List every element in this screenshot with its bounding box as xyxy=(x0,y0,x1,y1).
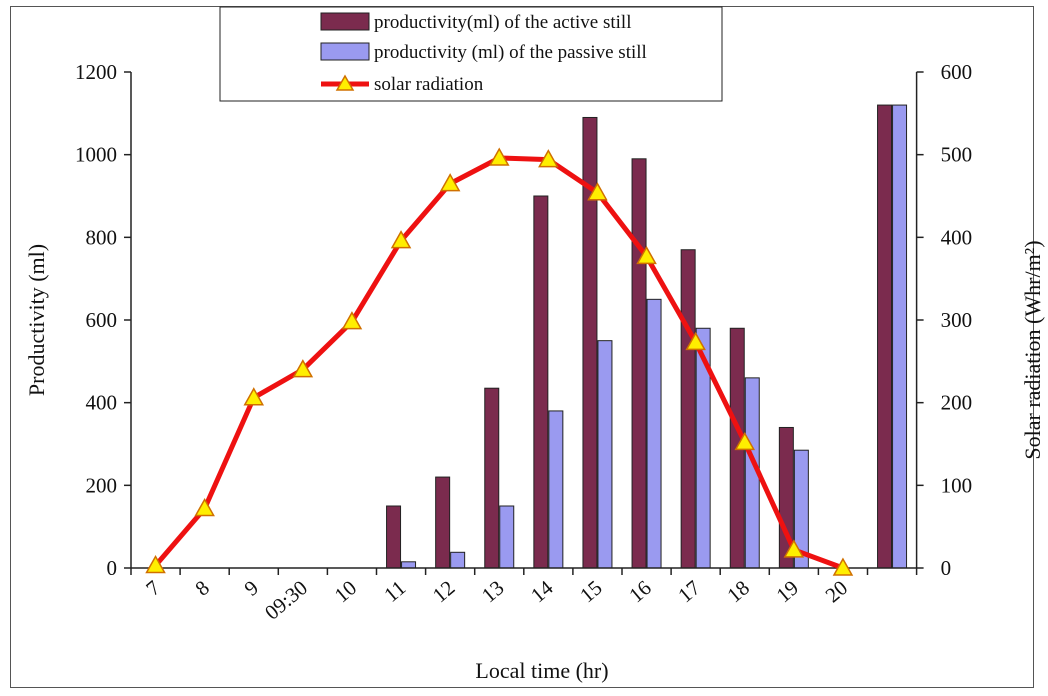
x-tick-label: 13 xyxy=(477,575,509,607)
x-tick-label: 7 xyxy=(141,575,164,600)
bar-passive-still xyxy=(450,551,466,569)
x-tick-label: 18 xyxy=(722,575,754,607)
x-tick-label: 16 xyxy=(624,575,656,607)
y2-tick-label: 400 xyxy=(941,225,973,249)
radiation-marker xyxy=(488,147,510,166)
bar-active-still xyxy=(435,476,451,569)
radiation-marker xyxy=(145,554,166,574)
radiation-marker xyxy=(587,182,608,201)
legend-label: solar radiation xyxy=(374,74,484,95)
y2-tick-label: 500 xyxy=(941,143,973,167)
y2-tick-label: 200 xyxy=(941,391,973,415)
x-tick-label: 17 xyxy=(673,575,705,607)
x-tick-label: 12 xyxy=(428,575,460,607)
x-tick-label: 11 xyxy=(379,575,410,606)
x-tick-label: 20 xyxy=(821,575,853,607)
y-tick-label: 200 xyxy=(86,473,118,497)
bar-passive-still xyxy=(892,104,908,569)
radiation-marker xyxy=(734,431,756,451)
legend-label: productivity(ml) of the active still xyxy=(374,12,632,33)
legend: productivity(ml) of the active still prod… xyxy=(320,12,647,95)
radiation-marker xyxy=(832,557,854,576)
x-tick-label: 9 xyxy=(239,575,262,600)
legend-swatch xyxy=(320,42,370,61)
radiation-marker xyxy=(243,387,265,406)
radiation-marker xyxy=(390,230,412,249)
legend-swatch xyxy=(320,12,370,31)
bar-active-still xyxy=(877,104,893,569)
y-tick-label: 1200 xyxy=(75,60,117,84)
bar-passive-still xyxy=(646,298,662,569)
y-tick-label: 800 xyxy=(86,225,118,249)
y-tick-label: 400 xyxy=(86,391,118,415)
bar-active-still xyxy=(386,505,402,569)
bar-passive-still xyxy=(548,410,564,569)
radiation-line xyxy=(145,147,854,576)
y2-tick-label: 600 xyxy=(941,60,973,84)
radiation-marker xyxy=(439,173,461,192)
radiation-marker xyxy=(538,149,559,168)
bar-passive-still xyxy=(401,561,417,569)
y2-tick-label: 0 xyxy=(941,556,952,580)
x-axis-title: Local time (hr) xyxy=(475,658,608,683)
bar-active-still xyxy=(631,158,647,569)
y2-tick-label: 300 xyxy=(941,308,973,332)
x-tick-label: 8 xyxy=(190,575,213,600)
radiation-marker xyxy=(194,497,215,517)
y-tick-label: 1000 xyxy=(75,143,117,167)
bar-active-still xyxy=(533,195,549,569)
y2-tick-label: 100 xyxy=(941,473,973,497)
legend-label: productivity (ml) of the passive still xyxy=(374,42,647,63)
axes: 0 200 400 600 800 1000 1200 0 100 200 300 400 500 600… xyxy=(75,60,972,625)
y-tick-label: 600 xyxy=(86,308,118,332)
legend-marker xyxy=(335,74,355,91)
radiation-marker xyxy=(685,331,706,351)
x-tick-label: 19 xyxy=(772,575,804,607)
bar-passive-still xyxy=(499,505,515,569)
radiation-marker xyxy=(783,539,805,558)
x-tick-label: 09:30 xyxy=(260,575,312,624)
x-tick-label: 15 xyxy=(575,575,607,607)
y-axis-title: Productivity (ml) xyxy=(24,244,49,396)
x-tick-label: 10 xyxy=(330,575,362,607)
radiation-marker xyxy=(341,311,363,330)
radiation-marker xyxy=(292,359,314,378)
radiation-marker xyxy=(636,245,657,265)
legend-box xyxy=(219,6,723,102)
bar-active-still xyxy=(484,387,500,569)
bars xyxy=(386,104,908,569)
y-tick-label: 0 xyxy=(107,556,118,580)
bar-active-still xyxy=(680,249,696,569)
y2-axis-title: Solar radiation (Whr/m²) xyxy=(1020,240,1045,459)
bar-passive-still xyxy=(597,340,613,569)
x-tick-label: 14 xyxy=(526,575,558,607)
